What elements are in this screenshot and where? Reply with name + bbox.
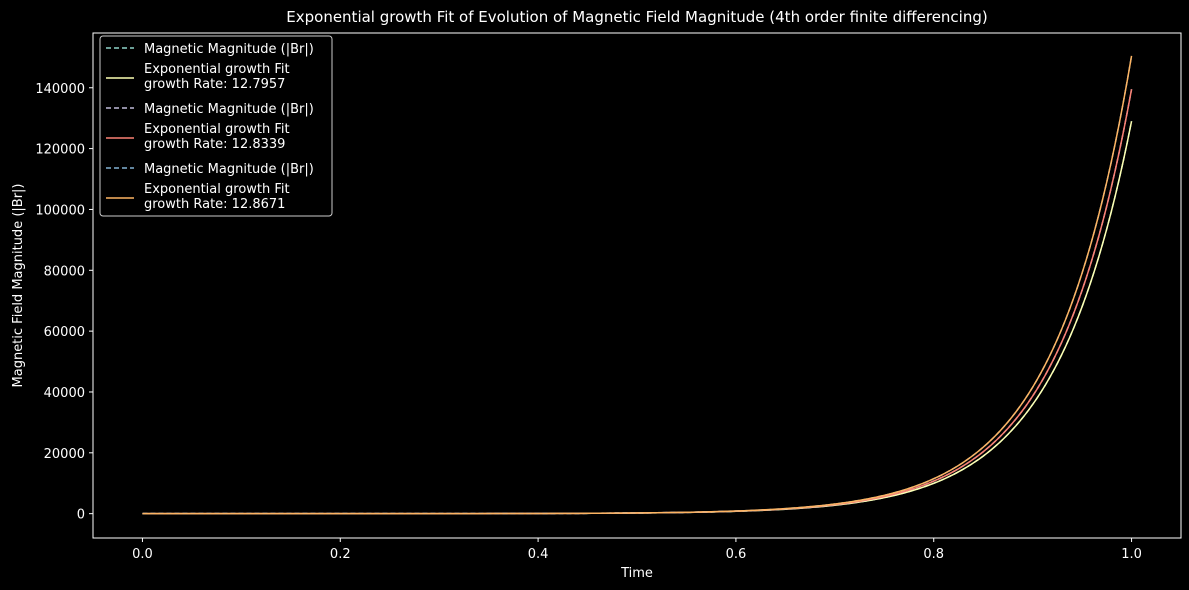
y-tick-label: 120000 xyxy=(35,143,85,158)
x-tick-label: 0.0 xyxy=(132,547,153,562)
plot-area xyxy=(92,32,1182,539)
x-tick-label: 0.2 xyxy=(330,547,351,562)
y-tick-label: 80000 xyxy=(44,264,85,279)
plot-frame xyxy=(92,32,1182,539)
series-line-6 xyxy=(142,55,1133,515)
series-layer xyxy=(142,55,1133,515)
legend-label-5: Magnetic Magnitude (|Br|) xyxy=(144,162,314,177)
y-axis-label: Magnetic Field Magnitude (|Br|) xyxy=(11,184,26,388)
x-tick-label: 0.4 xyxy=(528,547,549,562)
x-axis-ticks: 0.0 0.2 0.4 0.6 0.8 1.0 xyxy=(132,538,1142,562)
x-tick-label: 0.6 xyxy=(726,547,747,562)
legend-rate-6: growth Rate: 12.8671 xyxy=(144,197,285,212)
y-tick-label: 140000 xyxy=(35,82,85,97)
y-tick-label: 40000 xyxy=(44,386,85,401)
chart-title: Exponential growth Fit of Evolution of M… xyxy=(286,8,987,26)
legend-rate-2: growth Rate: 12.7957 xyxy=(144,77,285,92)
legend: Magnetic Magnitude (|Br|) Exponential gro… xyxy=(99,35,333,217)
x-tick-label: 1.0 xyxy=(1121,547,1142,562)
legend-label-6: Exponential growth Fit xyxy=(144,182,290,197)
y-tick-label: 100000 xyxy=(35,203,85,218)
y-tick-label: 0 xyxy=(77,508,85,523)
legend-label-2: Exponential growth Fit xyxy=(144,62,290,77)
y-tick-label: 20000 xyxy=(44,447,85,462)
x-tick-label: 0.8 xyxy=(923,547,944,562)
legend-frame xyxy=(99,35,333,217)
legend-rate-4: growth Rate: 12.8339 xyxy=(144,137,285,152)
y-tick-label: 60000 xyxy=(44,325,85,340)
x-axis-label: Time xyxy=(620,566,653,581)
legend-label-4: Exponential growth Fit xyxy=(144,122,290,137)
legend-label-1: Magnetic Magnitude (|Br|) xyxy=(144,42,314,57)
legend-label-3: Magnetic Magnitude (|Br|) xyxy=(144,102,314,117)
y-axis-ticks: 0 20000 40000 60000 80000 100000 120000 140000 xyxy=(35,82,93,523)
